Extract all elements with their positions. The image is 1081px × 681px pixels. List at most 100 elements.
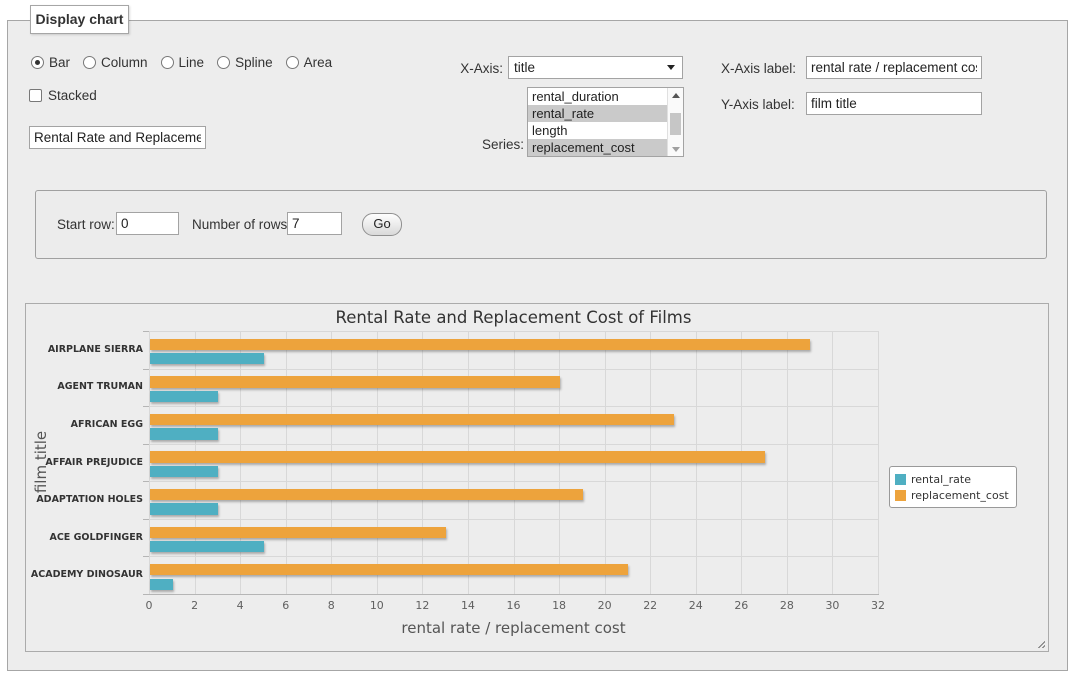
legend-label: replacement_cost	[911, 489, 1009, 502]
scroll-thumb[interactable]	[670, 113, 681, 135]
category-label: ACE GOLDFINGER	[28, 532, 143, 543]
stacked-label: Stacked	[48, 88, 97, 103]
panel-legend-title: Display chart	[30, 5, 129, 34]
bar-replacement_cost	[150, 376, 560, 387]
x-tick-label: 30	[817, 599, 847, 612]
chart-type-option-bar[interactable]: Bar	[31, 55, 70, 70]
x-axis-label-caption: X-Axis label:	[721, 61, 796, 76]
x-axis-select-label: X-Axis:	[450, 61, 503, 76]
bar-rental_rate	[150, 391, 218, 402]
x-tick-label: 6	[271, 599, 301, 612]
bar-replacement_cost	[150, 451, 765, 462]
radio-label: Spline	[235, 55, 273, 70]
bar-rental_rate	[150, 353, 264, 364]
chart-type-group: Bar Column Line Spline Area	[31, 55, 345, 70]
chart-legend: rental_rate replacement_cost	[889, 466, 1017, 508]
category-label: ADAPTATION HOLES	[28, 494, 143, 505]
x-tick-label: 24	[681, 599, 711, 612]
category-label: AGENT TRUMAN	[28, 381, 143, 392]
chart-title: Rental Rate and Replacement Cost of Film…	[149, 308, 878, 327]
radio-button[interactable]	[217, 56, 230, 69]
bar-rental_rate	[150, 579, 173, 590]
series-option[interactable]: rental_rate	[528, 105, 668, 122]
radio-button[interactable]	[161, 56, 174, 69]
num-rows-input[interactable]	[287, 212, 342, 235]
chart-type-option-area[interactable]: Area	[286, 55, 333, 70]
x-tick-label: 14	[453, 599, 483, 612]
bar-replacement_cost	[150, 414, 674, 425]
legend-label: rental_rate	[911, 473, 971, 486]
x-tick-label: 0	[134, 599, 164, 612]
chevron-down-icon	[667, 65, 675, 70]
scroll-up-button[interactable]	[668, 88, 683, 102]
gridline-vertical	[832, 331, 833, 594]
chart-type-option-spline[interactable]: Spline	[217, 55, 273, 70]
chart-title-input[interactable]	[29, 126, 206, 149]
x-axis-select[interactable]: title	[508, 56, 683, 79]
y-axis-tick	[143, 369, 149, 370]
stacked-checkbox-row[interactable]: Stacked	[29, 88, 97, 103]
radio-button[interactable]	[286, 56, 299, 69]
x-tick-label: 12	[407, 599, 437, 612]
x-tick-label: 32	[863, 599, 893, 612]
legend-item[interactable]: rental_rate	[895, 471, 1009, 487]
radio-label: Bar	[49, 55, 70, 70]
legend-item[interactable]: replacement_cost	[895, 487, 1009, 503]
y-axis-tick	[143, 556, 149, 557]
app-window: Display chart Bar Column Line Spline Area St…	[0, 0, 1081, 681]
arrow-up-icon	[672, 93, 680, 98]
radio-button[interactable]	[31, 56, 44, 69]
resize-handle-icon[interactable]	[1035, 638, 1045, 648]
num-rows-label: Number of rows:	[192, 217, 291, 232]
arrow-down-icon	[672, 147, 680, 152]
x-axis-label-input[interactable]	[806, 56, 982, 79]
x-tick-label: 16	[499, 599, 529, 612]
gridline-horizontal	[149, 444, 878, 445]
y-axis-tick	[143, 331, 149, 332]
start-row-input[interactable]	[116, 212, 179, 235]
x-tick-label: 8	[316, 599, 346, 612]
bar-replacement_cost	[150, 527, 446, 538]
bar-replacement_cost	[150, 564, 628, 575]
x-tick-label: 10	[362, 599, 392, 612]
series-scrollbar[interactable]	[667, 88, 683, 156]
bar-rental_rate	[150, 503, 218, 514]
x-tick-label: 4	[225, 599, 255, 612]
y-axis-label-caption: Y-Axis label:	[721, 97, 795, 112]
gridline-horizontal	[149, 481, 878, 482]
gridline-horizontal	[149, 556, 878, 557]
bar-rental_rate	[150, 541, 264, 552]
chart-canvas: Rental Rate and Replacement Cost of Film…	[25, 303, 1049, 652]
y-axis-label-input[interactable]	[806, 92, 982, 115]
category-label: AFFAIR PREJUDICE	[28, 457, 143, 468]
bar-rental_rate	[150, 466, 218, 477]
series-option[interactable]: replacement_cost	[528, 139, 668, 156]
stacked-checkbox[interactable]	[29, 89, 42, 102]
y-axis-tick	[143, 444, 149, 445]
radio-label: Area	[304, 55, 333, 70]
go-button[interactable]: Go	[362, 213, 402, 236]
bar-replacement_cost	[150, 489, 583, 500]
x-axis-line	[149, 594, 879, 595]
gridline-horizontal	[149, 406, 878, 407]
series-option[interactable]: rental_duration	[528, 88, 668, 105]
scroll-down-button[interactable]	[668, 142, 683, 156]
gridline-horizontal	[149, 519, 878, 520]
x-tick-label: 18	[544, 599, 574, 612]
series-listbox[interactable]: rental_durationrental_ratelengthreplacem…	[527, 87, 684, 157]
gridline-vertical	[787, 331, 788, 594]
radio-label: Column	[101, 55, 148, 70]
series-options: rental_durationrental_ratelengthreplacem…	[528, 88, 668, 156]
chart-type-option-column[interactable]: Column	[83, 55, 148, 70]
start-row-label: Start row:	[57, 217, 115, 232]
radio-button[interactable]	[83, 56, 96, 69]
series-list-label: Series:	[462, 137, 524, 152]
legend-swatch	[895, 490, 906, 501]
category-label: ACADEMY DINOSAUR	[28, 569, 143, 580]
x-axis-selected-value: title	[514, 60, 535, 75]
bar-replacement_cost	[150, 339, 810, 350]
series-option[interactable]: length	[528, 122, 668, 139]
bar-rental_rate	[150, 428, 218, 439]
chart-type-option-line[interactable]: Line	[161, 55, 205, 70]
x-tick-label: 22	[635, 599, 665, 612]
